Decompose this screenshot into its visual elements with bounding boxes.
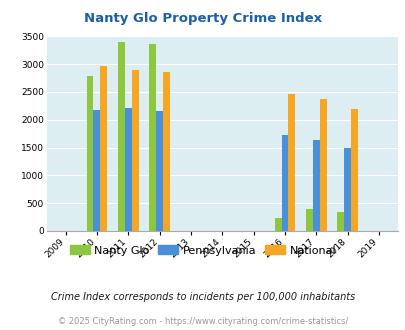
- Bar: [100, 66, 107, 231]
- Bar: [337, 212, 343, 231]
- Bar: [163, 72, 170, 231]
- Bar: [288, 94, 294, 231]
- Bar: [131, 70, 138, 231]
- Bar: [319, 99, 326, 231]
- Text: Crime Index corresponds to incidents per 100,000 inhabitants: Crime Index corresponds to incidents per…: [51, 292, 354, 302]
- Bar: [117, 43, 124, 231]
- Bar: [343, 148, 350, 231]
- Bar: [305, 209, 312, 231]
- Bar: [149, 44, 156, 231]
- Text: Nanty Glo Property Crime Index: Nanty Glo Property Crime Index: [84, 12, 321, 24]
- Bar: [274, 218, 281, 231]
- Bar: [124, 108, 131, 231]
- Bar: [312, 140, 319, 231]
- Bar: [86, 76, 93, 231]
- Legend: Nanty Glo, Pennsylvania, National: Nanty Glo, Pennsylvania, National: [65, 241, 340, 260]
- Bar: [156, 112, 163, 231]
- Text: © 2025 CityRating.com - https://www.cityrating.com/crime-statistics/: © 2025 CityRating.com - https://www.city…: [58, 317, 347, 326]
- Bar: [93, 110, 100, 231]
- Bar: [350, 109, 357, 231]
- Bar: [281, 135, 288, 231]
